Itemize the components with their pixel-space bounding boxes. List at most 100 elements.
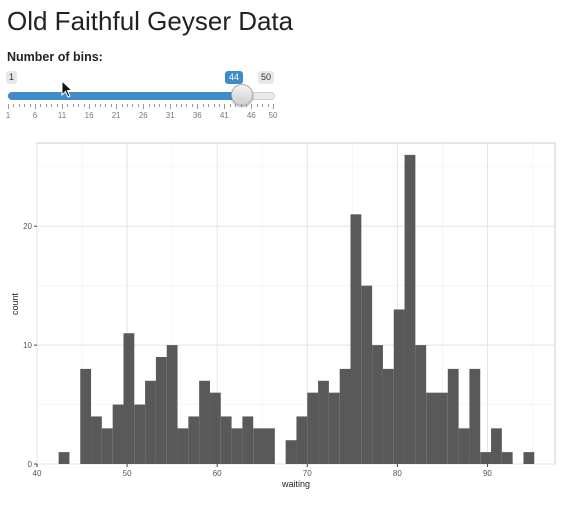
x-tick-label: 70 bbox=[303, 469, 312, 478]
slider-grid-tick bbox=[164, 104, 166, 107]
slider-value-badge: 44 bbox=[225, 71, 244, 84]
histogram-bar bbox=[91, 416, 102, 464]
slider-grid-label: 50 bbox=[268, 111, 278, 120]
slider-grid-tick bbox=[105, 104, 107, 107]
histogram-bar bbox=[80, 368, 92, 464]
x-tick-label: 60 bbox=[213, 469, 222, 478]
slider-grid-tick bbox=[121, 104, 123, 107]
slider-grid-label: 1 bbox=[5, 111, 11, 120]
histogram-bar bbox=[285, 440, 297, 464]
slider-grid-tick bbox=[89, 104, 91, 109]
histogram-bar bbox=[436, 392, 448, 464]
slider-grid-tick bbox=[235, 104, 237, 107]
slider-grid-label: 16 bbox=[84, 111, 94, 120]
slider-grid-tick bbox=[137, 104, 139, 107]
histogram-bar bbox=[242, 416, 254, 464]
slider-grid-label: 6 bbox=[32, 111, 38, 120]
page-title: Old Faithful Geyser Data bbox=[7, 6, 294, 36]
slider-grid-label: 36 bbox=[192, 111, 202, 120]
histogram-bar bbox=[328, 392, 340, 464]
histogram-bar bbox=[296, 416, 308, 464]
histogram-bar bbox=[166, 345, 178, 464]
histogram-bar bbox=[426, 392, 437, 464]
slider-grid-tick bbox=[240, 104, 242, 107]
slider-grid-tick bbox=[218, 104, 220, 107]
histogram-bar bbox=[350, 214, 362, 464]
slider-grid-tick bbox=[229, 104, 231, 107]
slider-grid-tick bbox=[154, 104, 156, 107]
histogram-bar bbox=[134, 404, 146, 464]
histogram-bar bbox=[264, 428, 275, 464]
slider-grid-label: 11 bbox=[57, 111, 67, 120]
histogram-bar bbox=[101, 428, 113, 464]
slider-grid-tick bbox=[191, 104, 193, 107]
slider-grid-label: 41 bbox=[219, 111, 229, 120]
histogram-bar bbox=[501, 452, 513, 464]
slider-grid-tick bbox=[224, 104, 226, 109]
slider-grid-tick bbox=[251, 104, 253, 109]
histogram-bar bbox=[199, 380, 210, 464]
histogram-bar bbox=[155, 357, 167, 464]
slider-grid-tick bbox=[208, 104, 210, 107]
histogram-bar bbox=[415, 345, 427, 464]
histogram-bar bbox=[372, 345, 383, 464]
slider-grid-tick bbox=[262, 104, 264, 107]
slider-handle[interactable] bbox=[230, 84, 253, 106]
slider-grid-tick bbox=[175, 104, 177, 107]
histogram-bar bbox=[253, 428, 265, 464]
slider-grid-label: 46 bbox=[246, 111, 256, 120]
arrow-pointer-icon bbox=[61, 80, 74, 98]
slider-grid-tick bbox=[78, 104, 80, 107]
histogram-bar bbox=[58, 452, 70, 464]
slider-grid-tick bbox=[72, 104, 74, 107]
histogram-bar bbox=[177, 428, 189, 464]
slider-grid-tick bbox=[186, 104, 188, 107]
slider-grid-tick bbox=[51, 104, 53, 107]
slider-min-label: 1 bbox=[6, 71, 18, 84]
slider-grid-tick bbox=[45, 104, 47, 107]
histogram-bar bbox=[307, 392, 319, 464]
x-axis-label: waiting bbox=[281, 479, 310, 489]
histogram-bar bbox=[361, 285, 373, 464]
histogram-bar bbox=[480, 452, 492, 464]
slider-grid-tick bbox=[245, 104, 247, 107]
slider-grid-tick bbox=[56, 104, 58, 107]
histogram-bar bbox=[112, 404, 124, 464]
x-tick-label: 50 bbox=[123, 469, 132, 478]
slider-grid-tick bbox=[148, 104, 150, 107]
y-tick-label: 0 bbox=[28, 460, 33, 469]
slider-grid-tick bbox=[202, 104, 204, 107]
slider-grid-tick bbox=[40, 104, 42, 107]
histogram-bar bbox=[209, 392, 221, 464]
slider-grid-tick bbox=[35, 104, 37, 109]
slider-grid-tick bbox=[83, 104, 85, 107]
histogram-bar bbox=[145, 380, 156, 464]
histogram-bar bbox=[458, 428, 470, 464]
slider-grid-tick bbox=[99, 104, 101, 107]
slider-grid-tick bbox=[197, 104, 199, 109]
slider-grid-tick bbox=[126, 104, 128, 107]
histogram-bar bbox=[339, 368, 351, 464]
x-tick-label: 90 bbox=[483, 469, 492, 478]
bins-slider[interactable]: 1 44 50 1 6 11 16 21 26 31 36 41 46 50 bbox=[0, 68, 300, 128]
slider-track-fill bbox=[8, 92, 241, 100]
slider-grid-tick bbox=[159, 104, 161, 107]
slider-grid-tick bbox=[267, 104, 269, 107]
slider-grid-tick bbox=[116, 104, 118, 109]
x-tick-label: 80 bbox=[393, 469, 402, 478]
slider-grid-tick bbox=[62, 104, 64, 109]
y-tick-label: 10 bbox=[23, 341, 32, 350]
slider-grid-tick bbox=[256, 104, 258, 107]
slider-grid-tick bbox=[132, 104, 134, 107]
slider-grid-tick bbox=[94, 104, 96, 107]
slider-grid-tick bbox=[110, 104, 112, 107]
y-tick-label: 20 bbox=[23, 222, 32, 231]
histogram-bar bbox=[447, 368, 459, 464]
slider-grid-tick bbox=[18, 104, 20, 107]
slider-grid-tick bbox=[273, 104, 274, 109]
histogram-bar bbox=[231, 428, 243, 464]
slider-grid-tick bbox=[24, 104, 26, 107]
histogram-bar bbox=[188, 416, 200, 464]
slider-grid-tick bbox=[181, 104, 183, 107]
